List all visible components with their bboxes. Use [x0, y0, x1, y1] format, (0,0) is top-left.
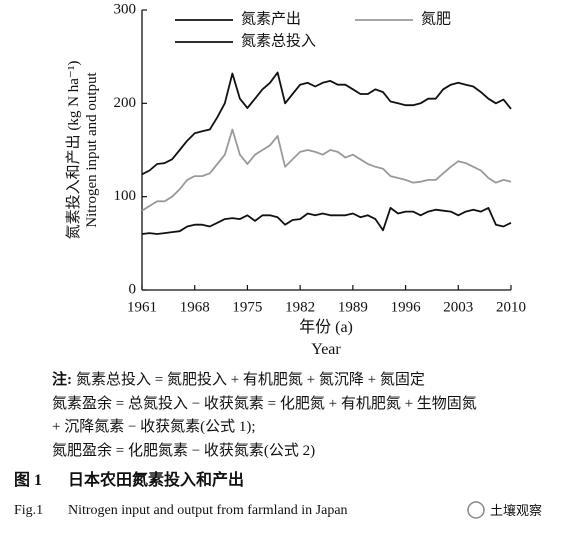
- legend-label: 氮肥: [421, 10, 451, 27]
- x-tick-label: 1982: [285, 299, 315, 315]
- legend-label: 氮素产出: [241, 10, 301, 27]
- x-tick-label: 1975: [232, 299, 262, 315]
- x-tick-label: 1961: [127, 299, 157, 315]
- caption-title: 日本农田氮素投入和产出: [68, 470, 244, 489]
- x-axis-label: 年份 (a): [299, 318, 353, 336]
- series-line: [141, 206, 512, 235]
- watermark: 土壤观察: [490, 503, 542, 518]
- x-axis-label: Year: [311, 341, 341, 358]
- series-line: [141, 128, 512, 212]
- y-tick-label: 200: [114, 95, 137, 111]
- note: 氮素总投入 = 氮肥投入 + 有机肥氮 + 氮沉降 + 氮固定: [76, 371, 425, 388]
- caption-label: 图 1: [14, 471, 42, 489]
- y-axis-label: 氮素投入和产出 (kg N ha⁻¹): [65, 61, 82, 240]
- x-tick-label: 2010: [496, 299, 526, 315]
- caption-label: Fig.1: [14, 503, 43, 518]
- x-tick-label: 1989: [338, 299, 368, 315]
- series-line: [141, 71, 512, 176]
- x-tick-label: 2003: [443, 299, 473, 315]
- y-tick-label: 100: [114, 188, 137, 204]
- legend-label: 氮素总投入: [241, 32, 316, 49]
- note: 氮肥盈余 = 化肥氮素 − 收获氮素(公式 2): [52, 441, 315, 459]
- note: + 沉降氮素 − 收获氮素(公式 1);: [52, 418, 256, 435]
- watermark-icon: [467, 501, 485, 519]
- y-axis-label: Nitrogen input and output: [84, 71, 100, 227]
- caption-title: Nitrogen input and output from farmland …: [68, 503, 348, 518]
- x-tick-label: 1968: [180, 299, 210, 315]
- note: 氮素盈余 = 总氮投入 − 收获氮素 = 化肥氮 + 有机肥氮 + 生物固氮: [52, 394, 477, 412]
- note-label: 注:: [52, 370, 72, 388]
- y-tick-label: 0: [129, 281, 137, 297]
- x-tick-label: 1996: [391, 299, 422, 315]
- y-tick-label: 300: [114, 1, 137, 17]
